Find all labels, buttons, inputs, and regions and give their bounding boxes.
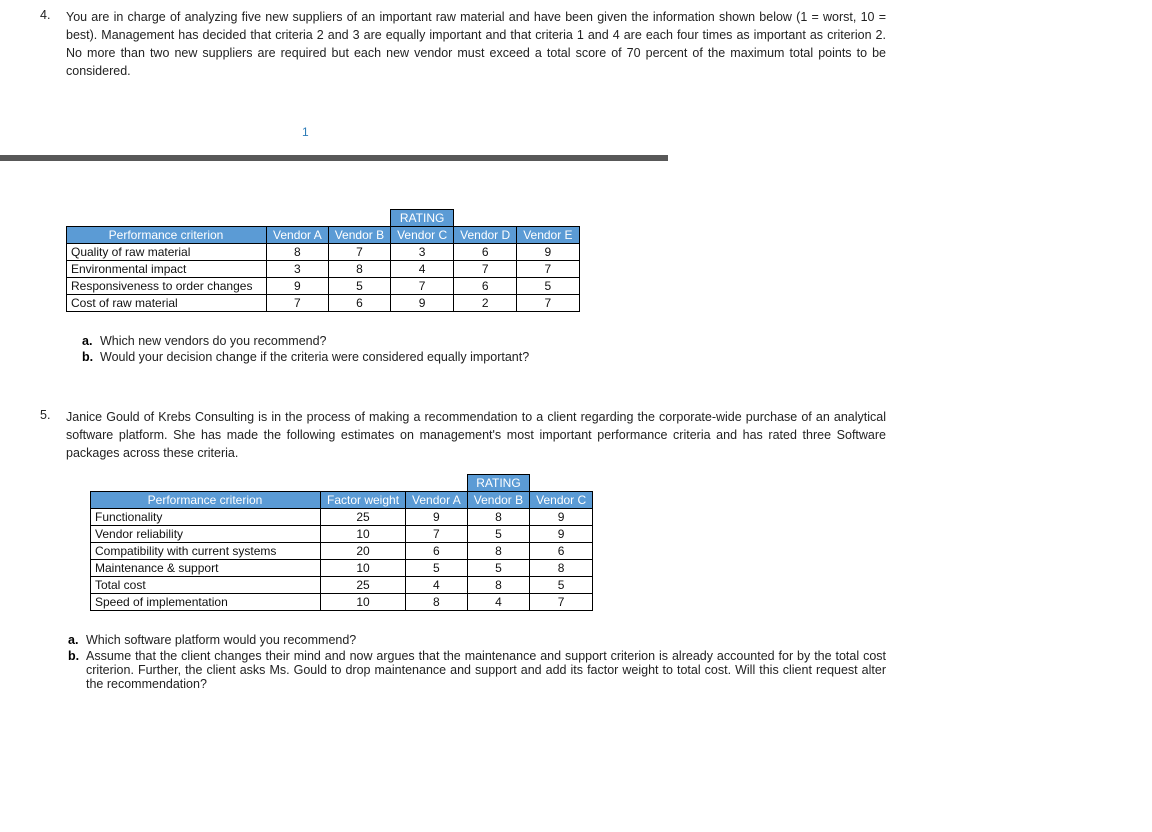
value-cell: 8: [267, 243, 329, 260]
weight-cell: 25: [321, 508, 406, 525]
q4-table-block: RATING Performance criterion Vendor A Ve…: [0, 209, 1152, 372]
q5-number: 5.: [40, 408, 66, 462]
value-cell: 8: [406, 593, 468, 610]
value-cell: 9: [267, 277, 329, 294]
value-cell: 2: [454, 294, 517, 311]
value-cell: 8: [467, 508, 529, 525]
question-5: 5. Janice Gould of Krebs Consulting is i…: [0, 400, 1152, 470]
q5-prompt: Janice Gould of Krebs Consulting is in t…: [66, 408, 886, 462]
q4a-label: a.: [82, 334, 100, 348]
value-cell: 7: [454, 260, 517, 277]
weight-cell: 10: [321, 559, 406, 576]
value-cell: 6: [406, 542, 468, 559]
table-row: Speed of implementation10847: [91, 593, 593, 610]
q5-col-factor: Factor weight: [321, 491, 406, 508]
value-cell: 4: [391, 260, 454, 277]
value-cell: 5: [406, 559, 468, 576]
page-number: 1: [302, 125, 1152, 139]
criterion-cell: Quality of raw material: [67, 243, 267, 260]
weight-cell: 25: [321, 576, 406, 593]
question-4: 4. You are in charge of analyzing five n…: [0, 0, 1152, 89]
criterion-cell: Cost of raw material: [67, 294, 267, 311]
value-cell: 7: [517, 260, 579, 277]
value-cell: 9: [530, 508, 593, 525]
table-row: Quality of raw material87369: [67, 243, 580, 260]
table-row: Maintenance & support10558: [91, 559, 593, 576]
value-cell: 7: [406, 525, 468, 542]
value-cell: 3: [267, 260, 329, 277]
value-cell: 9: [406, 508, 468, 525]
value-cell: 5: [328, 277, 390, 294]
weight-cell: 10: [321, 525, 406, 542]
q5-subquestions: a. Which software platform would you rec…: [68, 633, 1112, 691]
col-vendor-b: Vendor B: [328, 226, 390, 243]
table-row: Cost of raw material76927: [67, 294, 580, 311]
value-cell: 5: [517, 277, 579, 294]
value-cell: 5: [530, 576, 593, 593]
col-vendor-a: Vendor A: [267, 226, 329, 243]
value-cell: 5: [467, 525, 529, 542]
table-row: Vendor reliability10759: [91, 525, 593, 542]
value-cell: 3: [391, 243, 454, 260]
value-cell: 9: [517, 243, 579, 260]
q5-col-c: Vendor C: [530, 491, 593, 508]
q4b-label: b.: [82, 350, 100, 364]
value-cell: 7: [391, 277, 454, 294]
page-divider: [0, 155, 1152, 161]
col-vendor-d: Vendor D: [454, 226, 517, 243]
table-row: Functionality25989: [91, 508, 593, 525]
q5-col-b: Vendor B: [467, 491, 529, 508]
table-row: Total cost25485: [91, 576, 593, 593]
value-cell: 7: [328, 243, 390, 260]
q5b-label: b.: [68, 649, 86, 691]
weight-cell: 10: [321, 593, 406, 610]
value-cell: 6: [530, 542, 593, 559]
q4-prompt: You are in charge of analyzing five new …: [66, 8, 886, 81]
value-cell: 7: [267, 294, 329, 311]
table-row: Compatibility with current systems20686: [91, 542, 593, 559]
value-cell: 6: [454, 243, 517, 260]
value-cell: 8: [328, 260, 390, 277]
criterion-cell: Environmental impact: [67, 260, 267, 277]
col-vendor-e: Vendor E: [517, 226, 579, 243]
value-cell: 7: [517, 294, 579, 311]
value-cell: 7: [530, 593, 593, 610]
criterion-cell: Total cost: [91, 576, 321, 593]
q5b-text: Assume that the client changes their min…: [86, 649, 886, 691]
rating-header: RATING: [391, 209, 454, 226]
value-cell: 5: [467, 559, 529, 576]
criterion-cell: Responsiveness to order changes: [67, 277, 267, 294]
q4-subquestions: a. Which new vendors do you recommend? b…: [82, 334, 1112, 364]
criterion-cell: Maintenance & support: [91, 559, 321, 576]
q5-table-block: RATING Performance criterion Factor weig…: [0, 470, 1152, 699]
value-cell: 9: [391, 294, 454, 311]
q5-col-a: Vendor A: [406, 491, 468, 508]
q5a-text: Which software platform would you recomm…: [86, 633, 886, 647]
value-cell: 8: [467, 576, 529, 593]
q5-rating-header: RATING: [467, 474, 529, 491]
q5-col-criterion: Performance criterion: [91, 491, 321, 508]
criterion-cell: Speed of implementation: [91, 593, 321, 610]
table-row: Responsiveness to order changes95765: [67, 277, 580, 294]
value-cell: 8: [467, 542, 529, 559]
q5-table: RATING Performance criterion Factor weig…: [90, 474, 593, 611]
q4a-text: Which new vendors do you recommend?: [100, 334, 900, 348]
q4-table: RATING Performance criterion Vendor A Ve…: [66, 209, 580, 312]
value-cell: 4: [406, 576, 468, 593]
criterion-cell: Functionality: [91, 508, 321, 525]
value-cell: 8: [530, 559, 593, 576]
weight-cell: 20: [321, 542, 406, 559]
value-cell: 4: [467, 593, 529, 610]
criterion-cell: Compatibility with current systems: [91, 542, 321, 559]
q4-number: 4.: [40, 8, 66, 81]
col-criterion: Performance criterion: [67, 226, 267, 243]
value-cell: 9: [530, 525, 593, 542]
criterion-cell: Vendor reliability: [91, 525, 321, 542]
q5a-label: a.: [68, 633, 86, 647]
col-vendor-c: Vendor C: [391, 226, 454, 243]
value-cell: 6: [454, 277, 517, 294]
value-cell: 6: [328, 294, 390, 311]
table-row: Environmental impact38477: [67, 260, 580, 277]
q4b-text: Would your decision change if the criter…: [100, 350, 900, 364]
